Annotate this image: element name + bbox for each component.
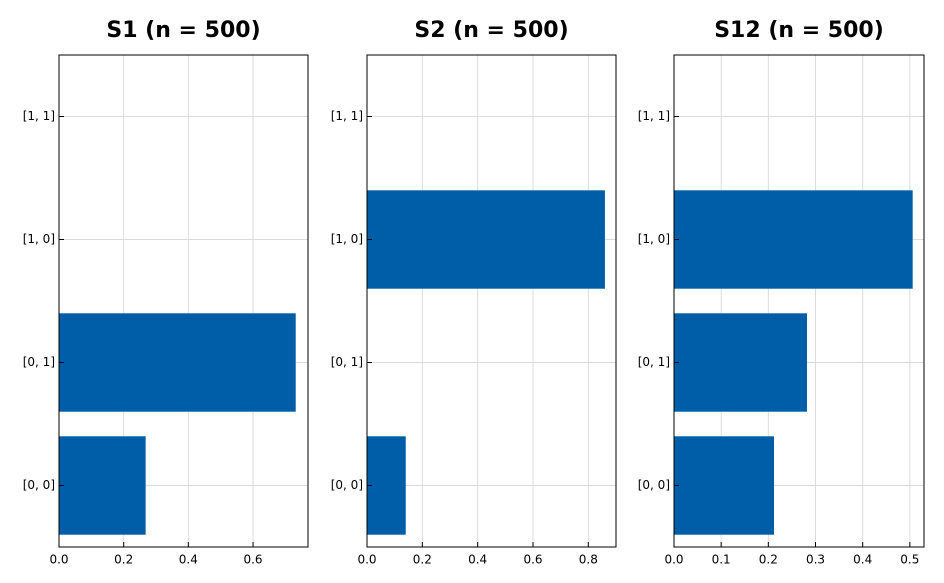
x-tick-label: 0.2 <box>759 553 778 567</box>
x-tick-label: 0.0 <box>664 553 683 567</box>
y-tick-label: [1, 1] <box>331 109 363 123</box>
bar <box>59 313 296 412</box>
y-tick-label: [1, 1] <box>23 109 55 123</box>
chart-panel-2: 0.0 0.2 0.4 0.6 0.8 [0, 0] [0, 1] [1, 0] [1, 1] S… <box>331 18 617 567</box>
bar <box>367 436 406 535</box>
bar <box>59 436 146 535</box>
chart-panel-1: 0.0 0.2 0.4 0.6 [0, 0] [0, 1] [1, 0] [1, 1] S1 (… <box>23 18 309 567</box>
x-tick-label: 0.1 <box>712 553 731 567</box>
x-tick-label: 0.8 <box>579 553 598 567</box>
y-tick-label: [0, 1] <box>23 355 55 369</box>
plot-frame <box>366 54 617 548</box>
y-tick-label: [1, 0] <box>331 232 363 246</box>
bar <box>674 190 913 289</box>
y-tick-label: [1, 0] <box>638 232 670 246</box>
bar <box>367 190 605 289</box>
x-tick-label: 0.4 <box>179 553 198 567</box>
y-tick-label: [1, 1] <box>638 109 670 123</box>
x-tick-label: 0.0 <box>49 553 68 567</box>
plot-frame <box>673 54 925 548</box>
x-tick-label: 0.6 <box>523 553 542 567</box>
bar <box>674 436 774 535</box>
x-tick-label: 0.4 <box>853 553 872 567</box>
chart-title: S12 (n = 500) <box>714 18 884 43</box>
y-tick-label: [0, 1] <box>638 355 670 369</box>
chart-panel-3: 0.0 0.1 0.2 0.3 0.4 0.5 [0, 0] [0, 1] [1, 0] [1, … <box>638 18 925 567</box>
chart-title: S2 (n = 500) <box>414 18 568 43</box>
x-tick-label: 0.0 <box>357 553 376 567</box>
y-tick-label: [0, 0] <box>331 478 363 492</box>
x-tick-label: 0.4 <box>468 553 487 567</box>
chart-title: S1 (n = 500) <box>106 18 260 43</box>
plot-frame <box>58 54 309 548</box>
x-tick-label: 0.3 <box>806 553 825 567</box>
y-tick-label: [0, 1] <box>331 355 363 369</box>
y-tick-label: [1, 0] <box>23 232 55 246</box>
x-tick-label: 0.6 <box>243 553 262 567</box>
x-tick-label: 0.5 <box>900 553 919 567</box>
x-tick-label: 0.2 <box>114 553 133 567</box>
x-tick-label: 0.2 <box>413 553 432 567</box>
y-tick-label: [0, 0] <box>638 478 670 492</box>
bar <box>674 313 808 412</box>
y-tick-label: [0, 0] <box>23 478 55 492</box>
